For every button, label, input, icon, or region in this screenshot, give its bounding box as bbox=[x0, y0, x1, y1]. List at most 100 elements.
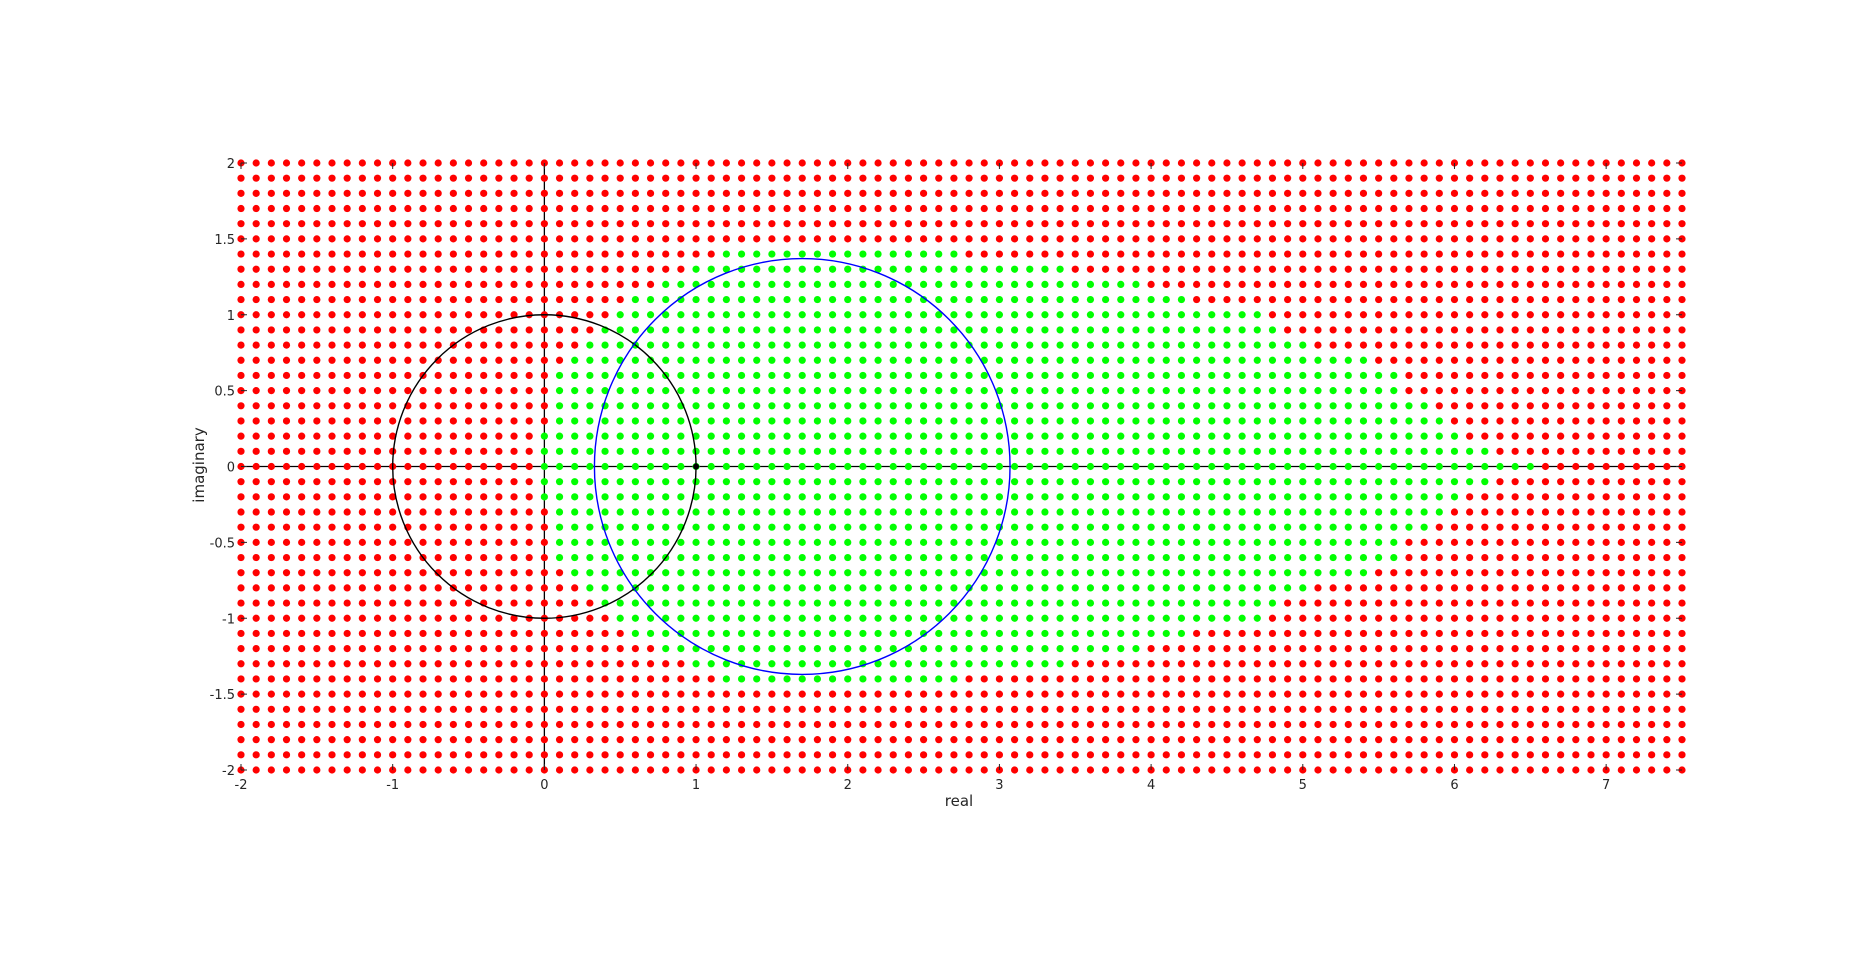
unstable-point bbox=[252, 311, 260, 319]
unstable-point bbox=[1541, 174, 1550, 182]
stable-point bbox=[950, 295, 958, 304]
unstable-point bbox=[1117, 235, 1125, 243]
unstable-point bbox=[904, 720, 913, 729]
unstable-point bbox=[1617, 569, 1625, 577]
unstable-point bbox=[677, 751, 685, 759]
stable-point bbox=[1177, 478, 1186, 486]
unstable-point bbox=[434, 553, 442, 562]
stable-point bbox=[874, 614, 882, 622]
stable-point bbox=[844, 387, 852, 395]
unstable-point bbox=[1223, 705, 1231, 713]
unstable-point bbox=[1541, 356, 1550, 364]
unstable-point bbox=[1466, 387, 1474, 395]
unstable-point bbox=[631, 250, 639, 258]
unstable-point bbox=[1587, 660, 1595, 668]
stable-point bbox=[646, 356, 655, 364]
stable-point bbox=[1193, 584, 1201, 592]
unstable-point bbox=[373, 189, 382, 197]
unstable-point bbox=[1284, 220, 1292, 228]
stable-point bbox=[813, 645, 822, 653]
stable-point bbox=[904, 523, 913, 531]
unstable-point bbox=[1253, 766, 1261, 774]
stable-point bbox=[1010, 265, 1019, 273]
unstable-point bbox=[1329, 614, 1337, 622]
unstable-point bbox=[1617, 432, 1625, 440]
unstable-point bbox=[313, 523, 321, 531]
stable-point bbox=[586, 371, 594, 380]
unstable-point bbox=[267, 478, 275, 486]
unstable-point bbox=[828, 720, 837, 729]
unstable-point bbox=[1314, 584, 1322, 592]
stable-point bbox=[1329, 508, 1337, 516]
unstable-point bbox=[358, 478, 366, 486]
unstable-point bbox=[1010, 690, 1019, 698]
unstable-point bbox=[586, 235, 594, 243]
stable-point bbox=[1253, 584, 1261, 592]
unstable-point bbox=[1557, 174, 1565, 182]
unstable-point bbox=[267, 174, 275, 182]
unstable-point bbox=[1678, 447, 1686, 455]
stable-point bbox=[1010, 660, 1019, 668]
unstable-point bbox=[298, 629, 306, 638]
unstable-point bbox=[267, 675, 275, 683]
unstable-point bbox=[1193, 250, 1201, 258]
unstable-point bbox=[737, 705, 746, 713]
x-tick-label: 2 bbox=[844, 778, 852, 793]
unstable-point bbox=[343, 402, 351, 410]
unstable-point bbox=[1102, 751, 1110, 759]
stable-point bbox=[859, 508, 867, 516]
unstable-point bbox=[282, 462, 291, 471]
stable-point bbox=[646, 326, 655, 334]
unstable-point bbox=[1602, 690, 1610, 698]
unstable-point bbox=[480, 766, 488, 774]
stable-point bbox=[783, 387, 791, 395]
stable-point bbox=[677, 356, 685, 364]
unstable-point bbox=[1102, 660, 1110, 668]
unstable-point bbox=[495, 341, 503, 349]
unstable-point bbox=[1405, 220, 1413, 228]
unstable-point bbox=[404, 493, 412, 501]
stable-point bbox=[813, 371, 822, 380]
stable-point bbox=[540, 432, 548, 440]
stable-point bbox=[1193, 371, 1201, 380]
unstable-point bbox=[267, 584, 275, 592]
unstable-point bbox=[1435, 720, 1443, 729]
unstable-point bbox=[1496, 660, 1504, 668]
stable-point bbox=[1041, 614, 1049, 622]
unstable-point bbox=[1268, 189, 1277, 197]
stable-point bbox=[1481, 462, 1489, 471]
unstable-point bbox=[389, 508, 397, 516]
unstable-point bbox=[1466, 159, 1474, 167]
unstable-point bbox=[1450, 356, 1459, 364]
unstable-point bbox=[1208, 660, 1216, 668]
unstable-point bbox=[267, 705, 275, 713]
stable-point bbox=[1041, 599, 1049, 607]
unstable-point bbox=[1617, 387, 1625, 395]
stable-point bbox=[919, 538, 928, 546]
stable-point bbox=[965, 356, 973, 364]
unstable-point bbox=[252, 220, 260, 228]
unstable-point bbox=[1375, 280, 1383, 288]
stable-point bbox=[828, 402, 837, 410]
unstable-point bbox=[1541, 508, 1550, 516]
unstable-point bbox=[282, 356, 291, 364]
unstable-point bbox=[237, 356, 245, 364]
unstable-point bbox=[252, 265, 260, 273]
stable-point bbox=[1344, 523, 1352, 531]
stable-point bbox=[646, 493, 655, 501]
unstable-point bbox=[267, 387, 275, 395]
unstable-point bbox=[555, 690, 564, 698]
unstable-point bbox=[1466, 553, 1474, 562]
unstable-point bbox=[1481, 371, 1489, 380]
stable-point bbox=[1253, 402, 1261, 410]
unstable-point bbox=[404, 553, 412, 562]
unstable-point bbox=[1435, 751, 1443, 759]
stable-point bbox=[874, 250, 882, 258]
stable-point bbox=[980, 478, 988, 486]
unstable-point bbox=[813, 204, 822, 213]
stable-point bbox=[1026, 629, 1034, 638]
stable-point bbox=[707, 538, 715, 546]
unstable-point bbox=[1632, 584, 1641, 592]
unstable-point bbox=[1663, 356, 1671, 364]
unstable-point bbox=[1162, 204, 1170, 213]
